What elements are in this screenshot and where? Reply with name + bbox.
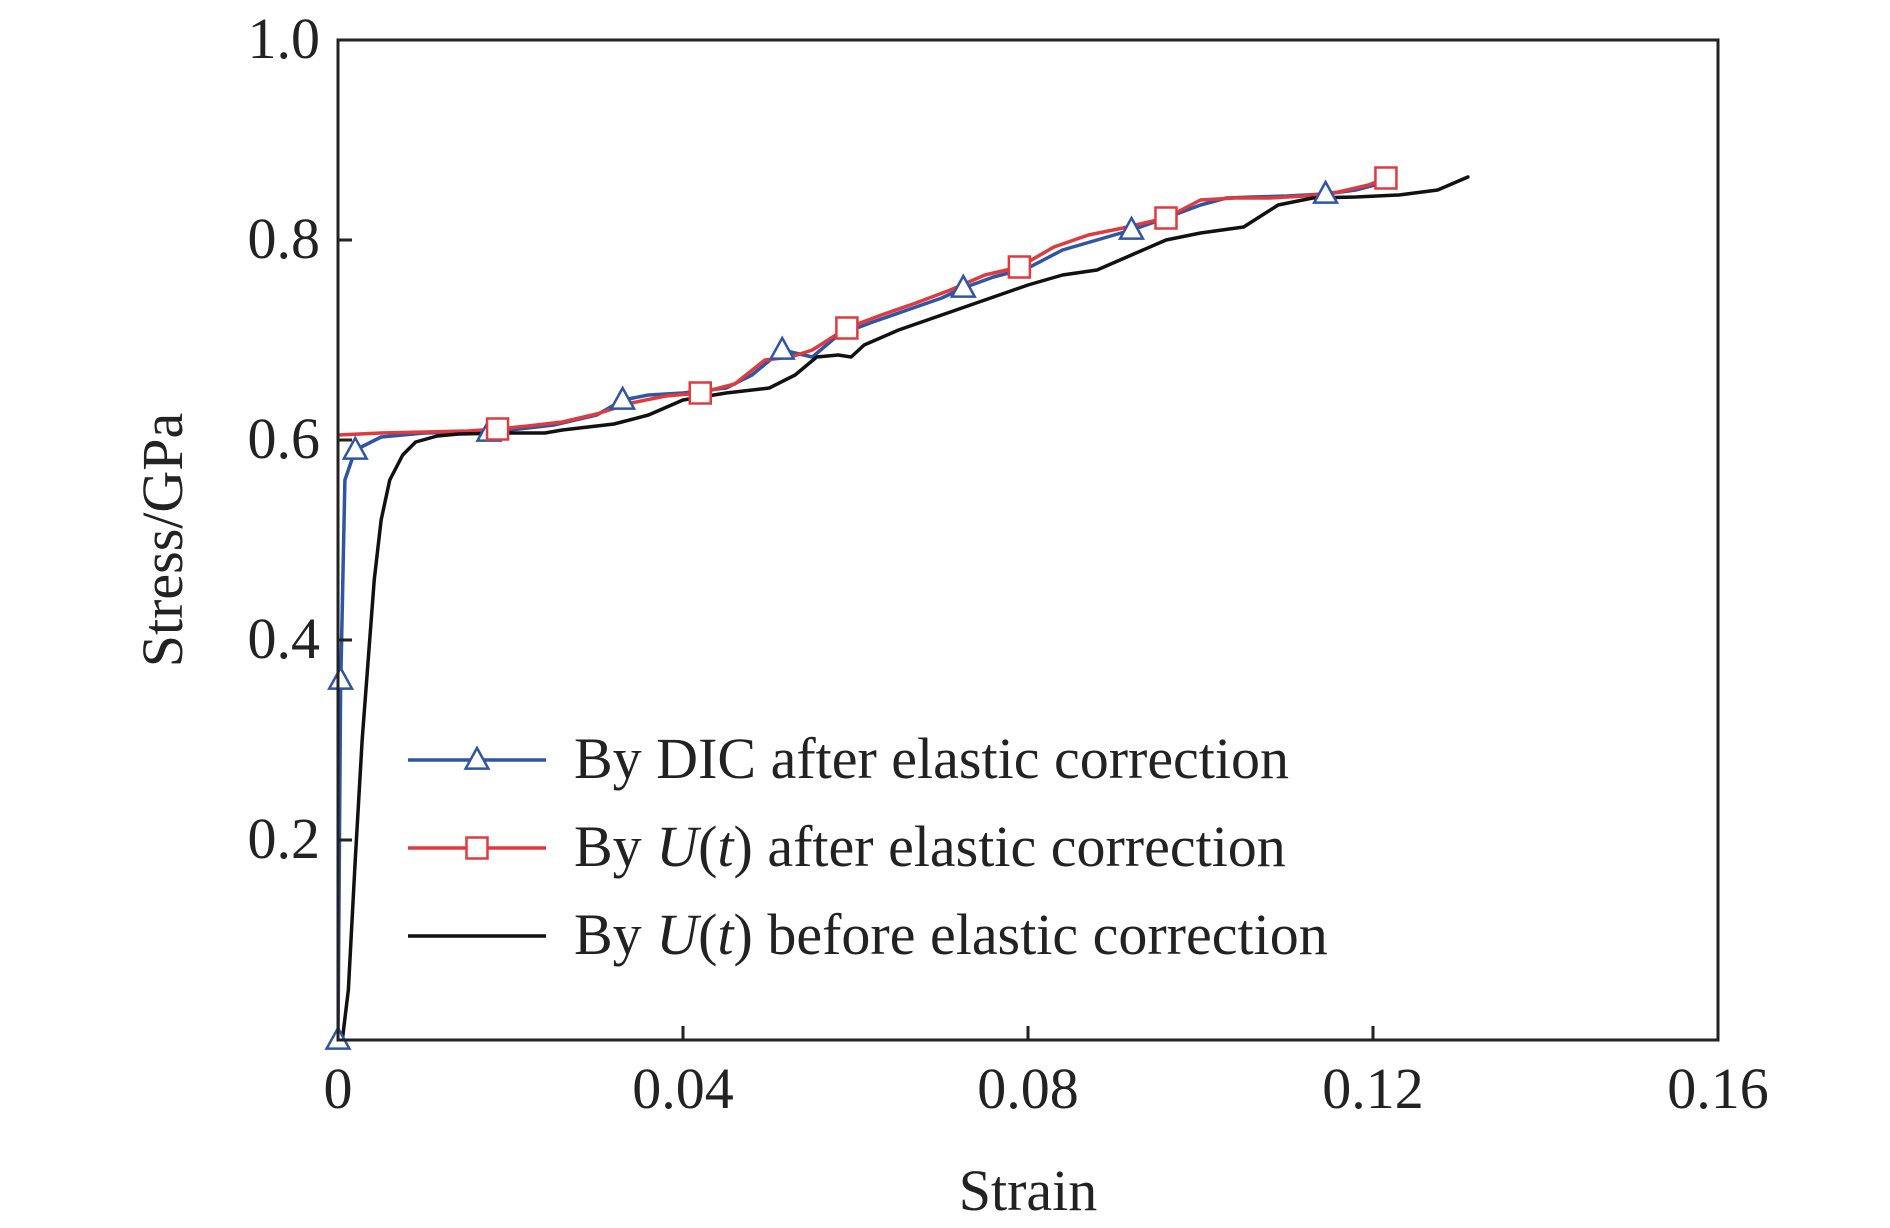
series-marker-by-u-t-after-elastic-correction-2 <box>835 316 859 340</box>
plot-area <box>324 38 1720 1050</box>
legend-label-part-by-u-t-before-elastic-correction-0: By <box>574 902 656 967</box>
series-marker-by-u-t-after-elastic-correction-5 <box>1374 166 1398 190</box>
legend-label-part-by-dic-after-elastic-correction-0: By DIC after elastic correction <box>574 726 1289 791</box>
series-line-by-u-t-after-elastic-correction <box>338 176 1388 437</box>
y-axis: 0.2 0.4 0.6 0.8 1.0 <box>248 6 352 871</box>
legend-label-part-by-u-t-before-elastic-correction-3: t <box>717 902 735 967</box>
legend-label-part-by-u-t-after-elastic-correction-2: ( <box>698 814 717 879</box>
marker-layer <box>324 166 1398 1050</box>
series-marker-by-dic-after-elastic-correction-4 <box>609 385 637 410</box>
plot-frame <box>336 38 1720 1042</box>
x-tick-label-1: 0.04 <box>632 1056 734 1121</box>
legend-label-by-u-t-before-elastic-correction: By U(t) before elastic correction <box>574 902 1328 967</box>
series-marker-by-dic-after-elastic-correction-6 <box>949 273 977 298</box>
series-marker-by-u-t-after-elastic-correction-0 <box>485 417 510 441</box>
legend-marker-by-dic-after-elastic-correction <box>463 745 491 770</box>
y-tick-label-3: 0.8 <box>248 206 321 271</box>
y-axis-title: Stress/GPa <box>130 413 195 668</box>
legend-label-part-by-u-t-after-elastic-correction-0: By <box>574 814 656 879</box>
legend-label-part-by-u-t-after-elastic-correction-4: ) after elastic correction <box>734 814 1286 879</box>
y-tick-label-4: 1.0 <box>248 6 321 71</box>
series-marker-by-u-t-after-elastic-correction-4 <box>1154 206 1178 230</box>
legend-label-by-u-t-after-elastic-correction: By U(t) after elastic correction <box>574 814 1286 879</box>
x-tick-label-3: 0.12 <box>1322 1056 1424 1121</box>
series-marker-by-u-t-after-elastic-correction-3 <box>1007 255 1032 279</box>
y-tick-label-2: 0.6 <box>248 406 321 471</box>
x-tick-label-0: 0 <box>324 1056 353 1121</box>
x-axis: 0 0.04 0.08 0.12 0.16 <box>324 1026 1769 1121</box>
legend-label-by-dic-after-elastic-correction: By DIC after elastic correction <box>574 726 1289 791</box>
legend-label-part-by-u-t-before-elastic-correction-2: ( <box>698 902 717 967</box>
series-line-by-u-t-before-elastic-correction <box>340 175 1470 1040</box>
series-marker-by-u-t-after-elastic-correction-1 <box>688 381 712 405</box>
legend-label-part-by-u-t-after-elastic-correction-1: U <box>656 814 702 879</box>
y-tick-label-0: 0.2 <box>248 806 321 871</box>
x-axis-title: Strain <box>959 1158 1098 1223</box>
series-marker-by-dic-after-elastic-correction-1 <box>327 665 355 690</box>
legend-marker-by-u-t-after-elastic-correction <box>465 836 489 860</box>
legend-label-part-by-u-t-before-elastic-correction-4: ) before elastic correction <box>734 902 1328 967</box>
series-marker-by-dic-after-elastic-correction-7 <box>1117 215 1146 240</box>
series-layer <box>338 175 1470 1040</box>
y-tick-label-1: 0.4 <box>248 606 321 671</box>
x-tick-label-4: 0.16 <box>1667 1056 1769 1121</box>
legend-label-part-by-u-t-after-elastic-correction-3: t <box>717 814 735 879</box>
x-tick-label-2: 0.08 <box>977 1056 1079 1121</box>
legend-label-part-by-u-t-before-elastic-correction-1: U <box>656 902 702 967</box>
series-marker-by-dic-after-elastic-correction-2 <box>341 435 369 460</box>
series-marker-by-dic-after-elastic-correction-8 <box>1312 179 1340 204</box>
series-marker-by-dic-after-elastic-correction-5 <box>768 335 796 360</box>
